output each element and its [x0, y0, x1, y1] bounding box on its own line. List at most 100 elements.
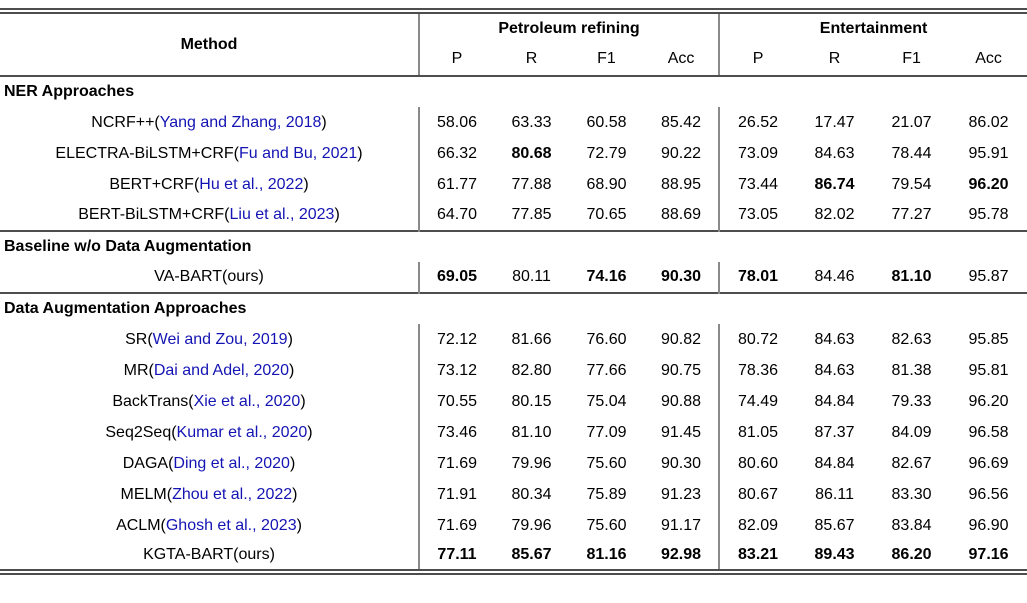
metric-value: 82.02 [814, 206, 855, 223]
citation-link[interactable]: Liu et al., 2023 [229, 206, 335, 223]
ours-label: ours [238, 546, 270, 563]
citation-link[interactable]: Yang and Zhang, 2018 [159, 113, 322, 131]
metric-value: 91.45 [661, 423, 702, 441]
metric-value: 85.67 [511, 546, 552, 563]
metric-value: 96.20 [968, 392, 1009, 410]
metric-value: 92.98 [661, 546, 702, 563]
metric-value: 72.79 [586, 144, 627, 162]
metric-value: 58.06 [418, 107, 494, 138]
metric-header-f1: F1 [569, 43, 644, 77]
metric-value: 86.20 [891, 546, 932, 563]
results-table: Method Petroleum refining Entertainment … [0, 8, 1027, 575]
method-row: ELECTRA-BiLSTM+CRF(Fu and Bu, 2021) 66.32… [0, 138, 1027, 169]
citation-link[interactable]: Dai and Adel, 2020 [153, 361, 290, 379]
metric-value: 73.05 [718, 200, 797, 231]
metric-header-f1: F1 [873, 43, 951, 77]
method-cell: ACLM(Ghosh et al., 2023) [116, 516, 302, 534]
metric-value: 75.60 [586, 516, 627, 534]
metric-value: 77.66 [586, 361, 627, 379]
method-row: BERT-BiLSTM+CRF(Liu et al., 2023) 64.70 77… [0, 200, 1027, 231]
citation-link[interactable]: Fu and Bu, 2021 [238, 144, 358, 162]
citation-link[interactable]: Hu et al., 2022 [199, 175, 304, 193]
metric-value: 80.68 [511, 144, 552, 162]
metric-value: 84.84 [814, 454, 855, 472]
ours-label: ours [227, 268, 259, 285]
metric-value: 77.09 [586, 423, 627, 441]
metric-value: 80.15 [511, 392, 552, 410]
metric-value: 26.52 [718, 107, 797, 138]
metric-value: 91.17 [661, 516, 702, 534]
metric-value: 75.04 [586, 392, 627, 410]
metric-value: 71.69 [418, 448, 494, 479]
metric-value: 84.63 [814, 330, 855, 348]
metric-value: 79.96 [511, 454, 552, 472]
method-row: BackTrans(Xie et al., 2020) 70.55 80.15 75.… [0, 386, 1027, 417]
metric-value: 95.85 [968, 330, 1009, 348]
metric-value: 61.77 [418, 169, 494, 200]
method-cell: BERT+CRF(Hu et al., 2022) [109, 175, 309, 193]
metric-value: 86.02 [968, 113, 1009, 131]
metric-value: 64.70 [418, 200, 494, 231]
metric-value: 80.34 [511, 485, 552, 503]
citation-link[interactable]: Kumar et al., 2020 [176, 423, 308, 441]
citation-link[interactable]: Wei and Zou, 2019 [152, 330, 288, 348]
method-cell: Seq2Seq(Kumar et al., 2020) [105, 423, 313, 441]
metric-value: 69.05 [418, 262, 494, 293]
metric-value: 77.11 [418, 541, 494, 572]
metric-value: 21.07 [891, 113, 932, 131]
metric-value: 84.63 [814, 361, 855, 379]
metric-value: 77.27 [891, 206, 932, 223]
metric-value: 80.72 [718, 324, 797, 355]
metric-value: 74.49 [718, 386, 797, 417]
section-title-row: NER Approaches [0, 76, 1027, 107]
metric-value: 91.23 [661, 485, 702, 503]
method-row: MR(Dai and Adel, 2020) 73.12 82.80 77.66 90.… [0, 355, 1027, 386]
metric-value: 81.16 [586, 546, 627, 563]
metric-value: 60.58 [586, 113, 627, 131]
metric-value: 89.43 [814, 546, 855, 563]
method-cell: MR(Dai and Adel, 2020) [123, 361, 295, 379]
citation-link[interactable]: Ghosh et al., 2023 [165, 516, 297, 534]
metric-value: 95.91 [968, 144, 1009, 162]
metric-header-r: R [796, 43, 874, 77]
section-title: Baseline w/o Data Augmentation [0, 230, 1027, 262]
metric-value: 70.55 [418, 386, 494, 417]
metric-value: 78.36 [718, 355, 797, 386]
metric-value: 95.87 [968, 268, 1009, 285]
metric-value: 88.95 [661, 175, 702, 193]
metric-value: 73.12 [418, 355, 494, 386]
metric-value: 82.80 [511, 361, 552, 379]
method-cell: KGTA-BART(ours) [143, 546, 275, 563]
metric-header-p: P [418, 43, 494, 77]
metric-value: 66.32 [418, 138, 494, 169]
metric-header-acc: Acc [950, 43, 1027, 77]
metric-value: 72.12 [418, 324, 494, 355]
metric-header-r: R [494, 43, 569, 77]
metric-value: 95.81 [968, 361, 1009, 379]
metric-value: 81.66 [511, 330, 552, 348]
citation-link[interactable]: Xie et al., 2020 [193, 392, 301, 410]
method-row: BERT+CRF(Hu et al., 2022) 61.77 77.88 68.90… [0, 169, 1027, 200]
method-cell: SR(Wei and Zou, 2019) [125, 330, 293, 348]
metric-value: 86.11 [815, 485, 854, 503]
metric-value: 96.90 [968, 516, 1009, 534]
metric-value: 85.42 [661, 113, 702, 131]
group-header-petroleum-refining: Petroleum refining [417, 11, 720, 43]
metric-value: 80.11 [512, 268, 551, 285]
metric-value: 95.78 [968, 206, 1009, 223]
metric-value: 81.10 [511, 423, 552, 441]
metric-value: 83.30 [891, 485, 932, 503]
citation-link[interactable]: Zhou et al., 2022 [172, 485, 293, 503]
metric-value: 70.65 [586, 206, 627, 223]
metric-value: 80.67 [718, 479, 797, 510]
table-body: NER Approaches NCRF++(Yang and Zhang, 201… [0, 76, 1027, 572]
metric-value: 79.96 [511, 516, 552, 534]
citation-link[interactable]: Ding et al., 2020 [173, 454, 290, 472]
metric-value: 88.69 [661, 206, 702, 223]
metric-value: 63.33 [511, 113, 552, 131]
metric-value: 71.69 [418, 510, 494, 541]
metric-value: 86.74 [814, 175, 855, 193]
method-row: VA-BART(ours) 69.05 80.11 74.16 90.30 78.01 84… [0, 262, 1027, 293]
group-header-entertainment: Entertainment [718, 11, 1027, 43]
metric-value: 96.58 [968, 423, 1009, 441]
